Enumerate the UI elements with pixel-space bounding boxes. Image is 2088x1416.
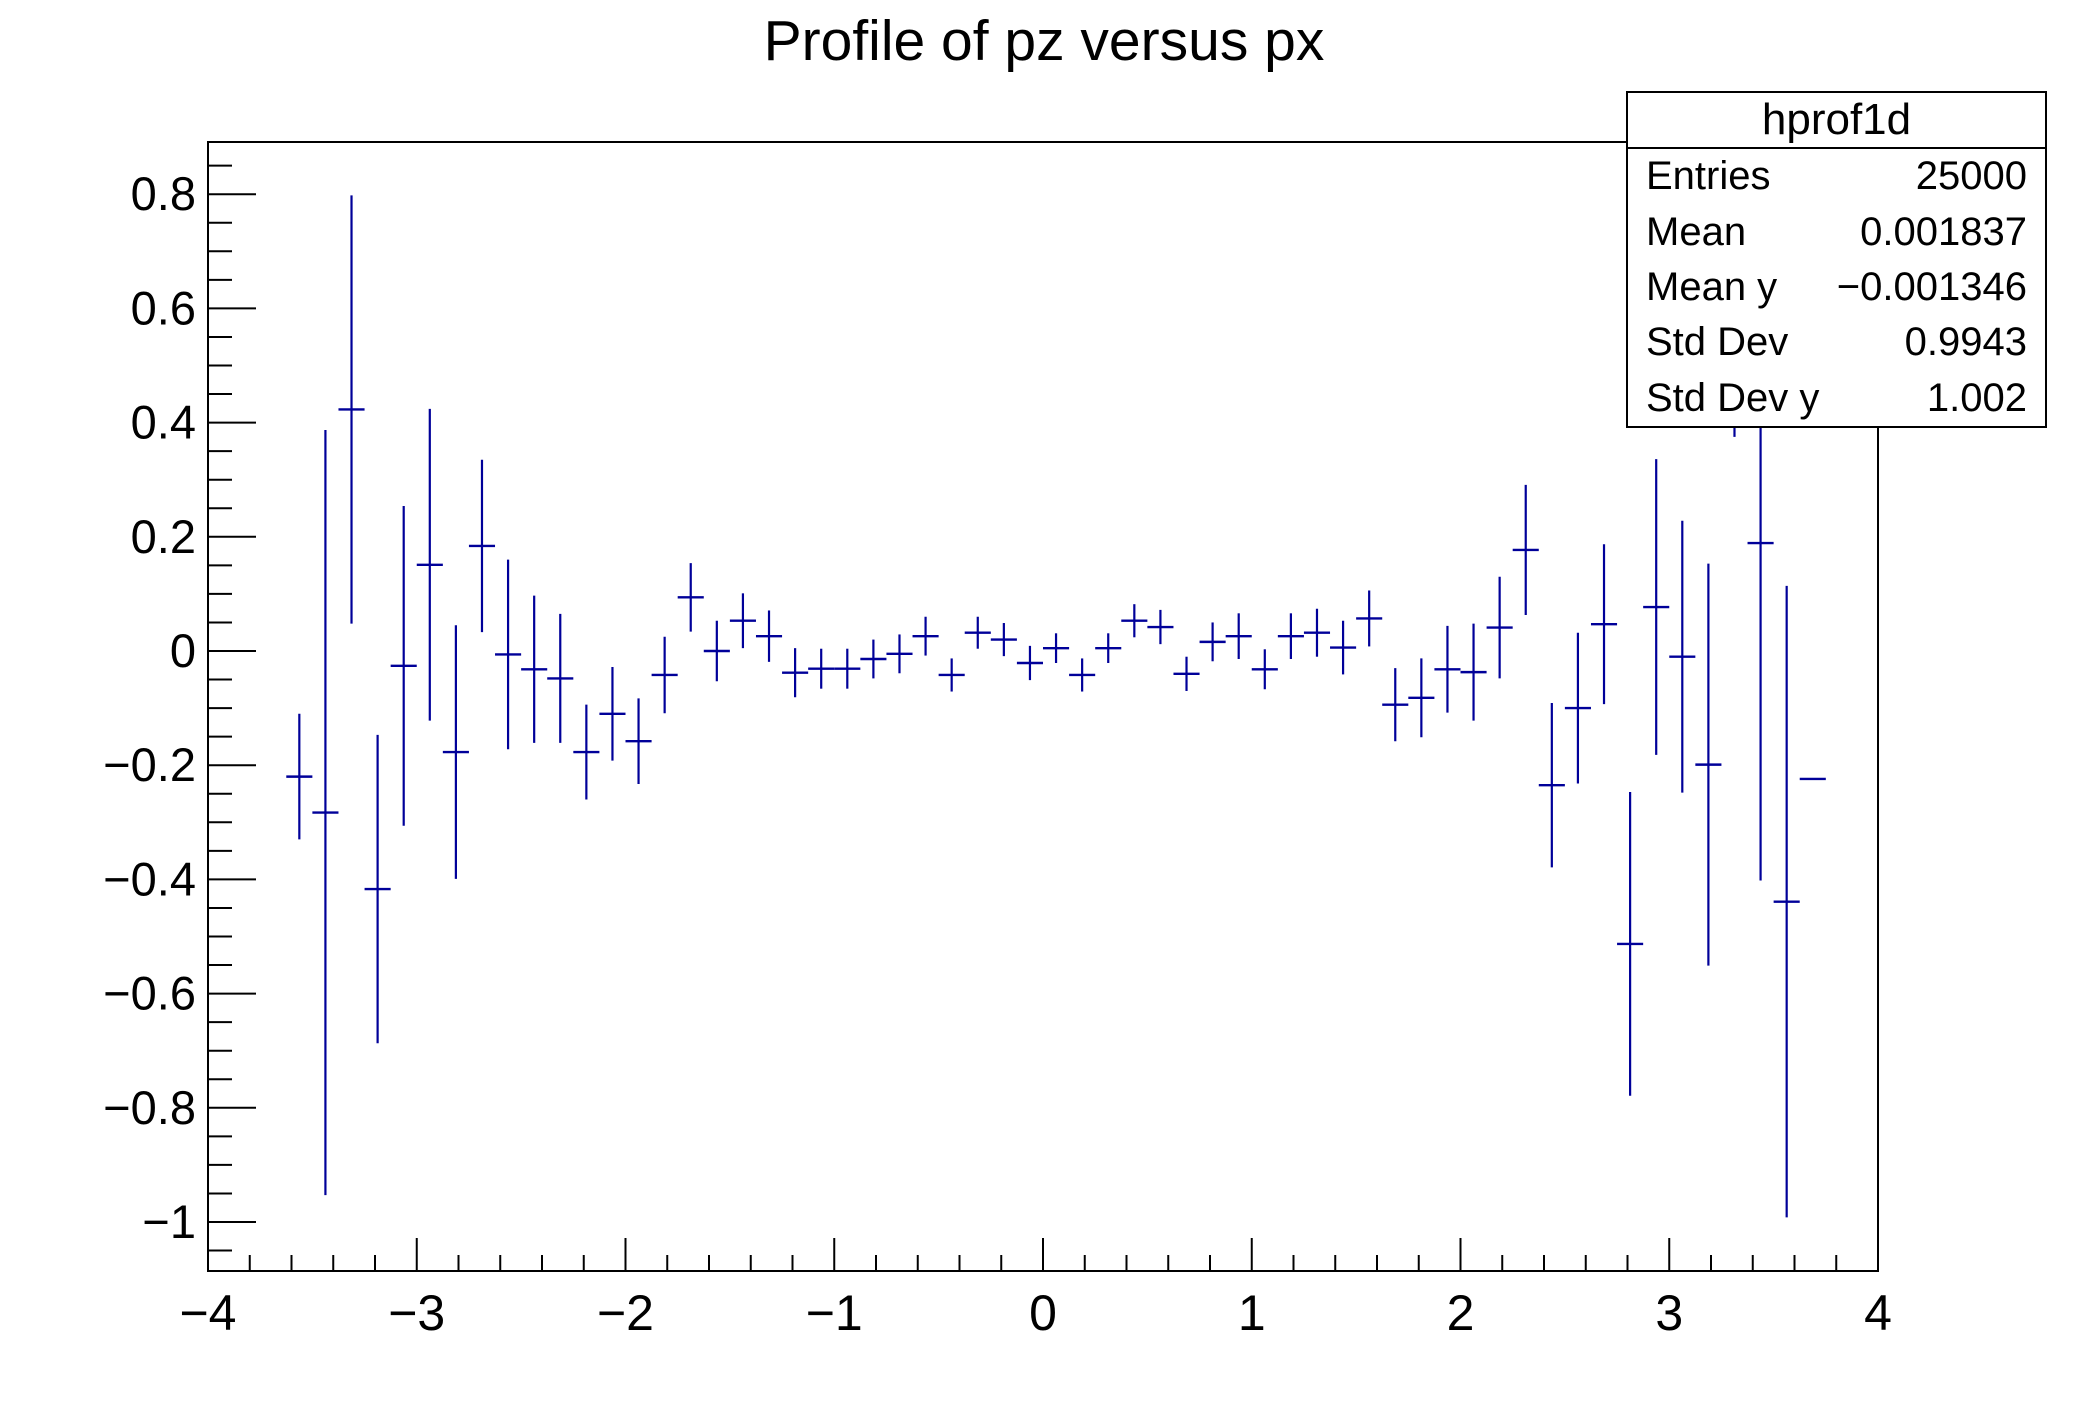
stats-value: 25000 [1915, 154, 2027, 199]
stats-row-std-dev-y: Std Dev y 1.002 [1628, 371, 2045, 426]
y-axis-tick-label: −1 [142, 1195, 196, 1248]
stats-box: hprof1d Entries 25000 Mean 0.001837 Mean… [1626, 91, 2047, 428]
x-axis-tick-label: −4 [179, 1285, 236, 1341]
x-axis-tick-label: 3 [1655, 1285, 1683, 1341]
stats-row-mean-y: Mean y −0.001346 [1628, 260, 2045, 315]
stats-row-entries: Entries 25000 [1628, 149, 2045, 204]
y-axis-tick-label: 0.2 [131, 510, 196, 563]
x-axis-tick-label: −2 [597, 1285, 654, 1341]
y-axis-tick-label: 0.8 [131, 167, 196, 220]
y-axis-tick-label: 0 [170, 624, 196, 677]
y-axis-tick-label: −0.6 [103, 967, 196, 1020]
stats-label: Std Dev y [1646, 375, 1820, 420]
stats-box-title: hprof1d [1628, 93, 2045, 149]
stats-label: Entries [1646, 154, 1771, 199]
stats-label: Std Dev [1646, 320, 1789, 365]
stats-label: Mean [1646, 209, 1747, 254]
stats-rows: Entries 25000 Mean 0.001837 Mean y −0.00… [1628, 149, 2045, 426]
x-axis-tick-label: 1 [1238, 1285, 1266, 1341]
x-axis-tick-label: −1 [806, 1285, 863, 1341]
y-axis-tick-label: 0.6 [131, 281, 196, 334]
chart-title: Profile of pz versus px [763, 9, 1325, 73]
stats-value: 1.002 [1926, 375, 2027, 420]
stats-row-mean: Mean 0.001837 [1628, 204, 2045, 259]
y-axis-tick-label: −0.4 [103, 852, 196, 905]
stats-value: 0.001837 [1860, 209, 2027, 254]
stats-value: 0.9943 [1904, 320, 2027, 365]
y-axis-tick-label: −0.2 [103, 738, 196, 791]
y-axis-tick-label: −0.8 [103, 1081, 196, 1134]
stats-row-std-dev: Std Dev 0.9943 [1628, 315, 2045, 370]
stats-value: −0.001346 [1836, 265, 2027, 310]
x-axis-tick-label: −3 [388, 1285, 445, 1341]
stats-label: Mean y [1646, 265, 1778, 310]
x-axis-tick-label: 2 [1447, 1285, 1475, 1341]
x-axis-tick-label: 0 [1029, 1285, 1057, 1341]
x-axis-tick-label: 4 [1864, 1285, 1892, 1341]
y-axis-tick-label: 0.4 [131, 396, 196, 449]
